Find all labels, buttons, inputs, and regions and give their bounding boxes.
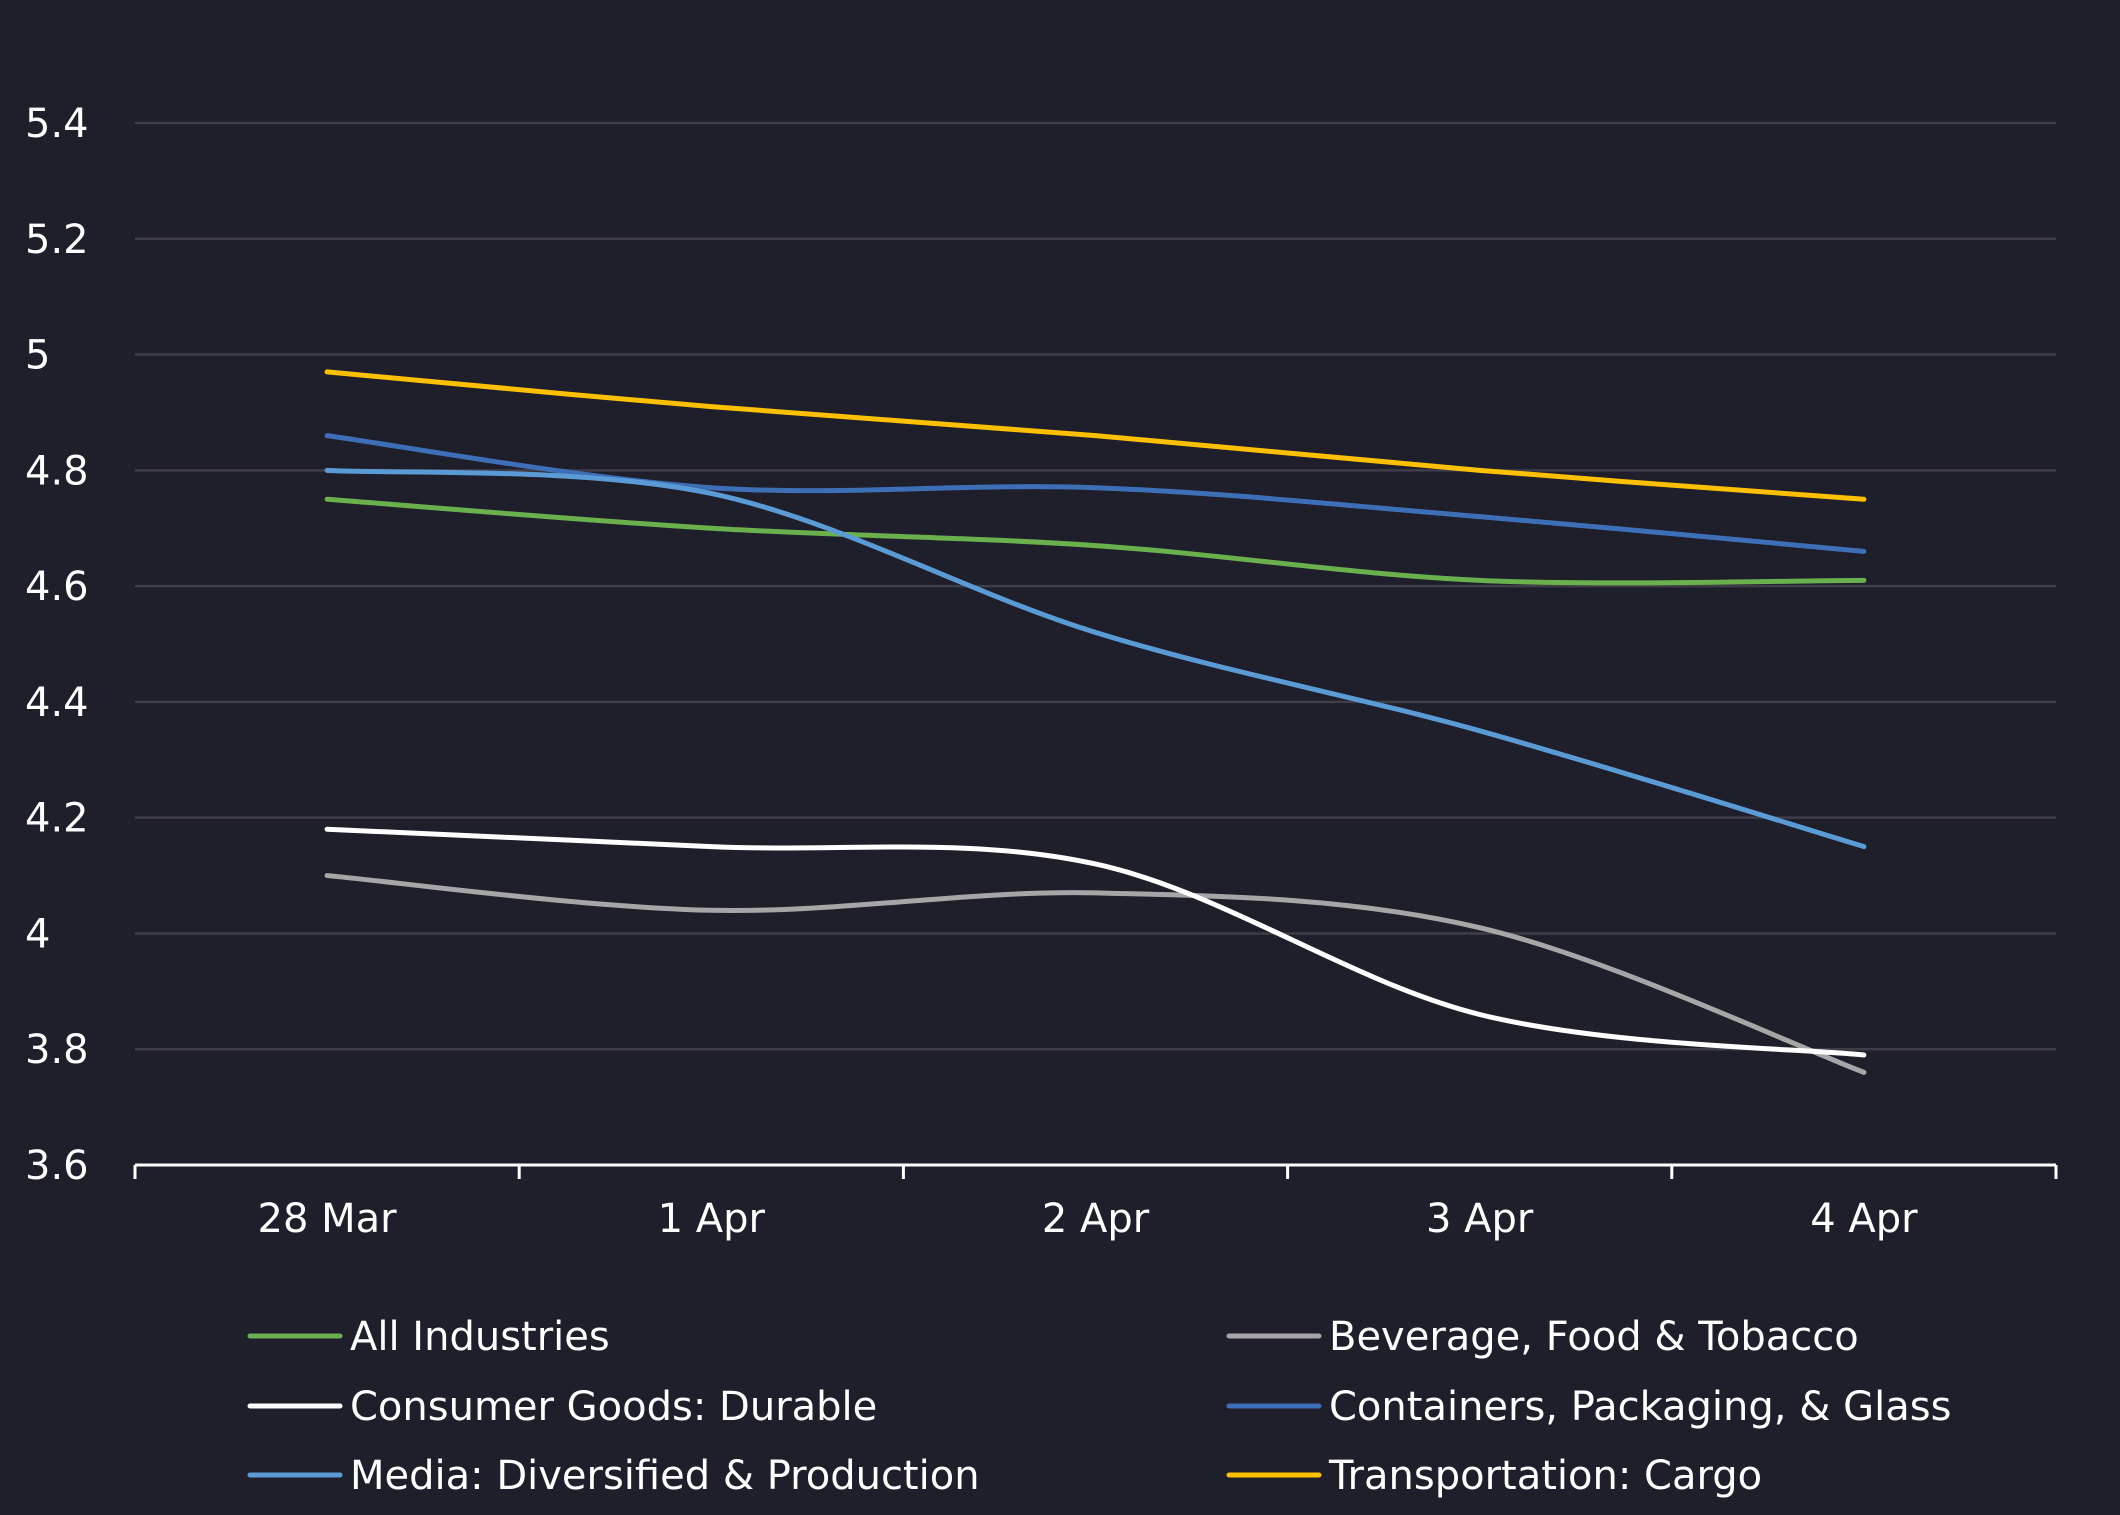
y-tick-label: 3.6 — [25, 1143, 89, 1189]
legend-label: Transportation: Cargo — [1328, 1453, 1762, 1499]
y-tick-label: 3.8 — [25, 1027, 89, 1073]
legend-label: Consumer Goods: Durable — [350, 1384, 877, 1430]
x-axis-tick-labels: 28 Mar 1 Apr 2 Apr 3 Apr 4 Apr — [258, 1196, 1919, 1242]
legend-item-containers-packaging-glass[interactable]: Containers, Packaging, & Glass — [1226, 1384, 1951, 1430]
y-tick-label: 5.4 — [25, 101, 89, 147]
series-lines — [324, 369, 1867, 1075]
x-tick-label: 28 Mar — [258, 1196, 398, 1242]
series-line-transportation-cargo — [324, 369, 1867, 502]
series-line-consumer-goods-durable — [324, 826, 1867, 1058]
x-tick-label: 4 Apr — [1810, 1196, 1918, 1242]
legend-item-beverage-food-tobacco[interactable]: Beverage, Food & Tobacco — [1226, 1314, 1859, 1360]
legend-label: Containers, Packaging, & Glass — [1329, 1384, 1951, 1430]
y-tick-label: 4.2 — [25, 796, 89, 842]
y-tick-label: 5 — [25, 333, 50, 379]
y-tick-label: 4.4 — [25, 680, 89, 726]
x-tick-label: 1 Apr — [658, 1196, 766, 1242]
legend-item-transportation-cargo[interactable]: Transportation: Cargo — [1226, 1453, 1762, 1499]
gridlines — [135, 121, 2056, 1051]
legend-item-all-industries[interactable]: All Industries — [247, 1314, 610, 1360]
series-line-media-diversified-production — [324, 467, 1867, 850]
legend-item-consumer-goods-durable[interactable]: Consumer Goods: Durable — [247, 1384, 877, 1430]
legend[interactable]: All Industries Beverage, Food & Tobacco Co… — [247, 1314, 1951, 1499]
legend-label: Media: Diversified & Production — [350, 1453, 980, 1499]
legend-item-media-diversified-production[interactable]: Media: Diversified & Production — [247, 1453, 980, 1499]
series-line-containers-packaging-glass — [324, 433, 1867, 554]
x-tick-label: 2 Apr — [1042, 1196, 1150, 1242]
series-line-all-industries — [324, 496, 1867, 586]
y-tick-label: 4 — [25, 911, 50, 957]
y-tick-label: 5.2 — [25, 217, 89, 263]
x-axis — [133, 1163, 2058, 1179]
y-tick-label: 4.8 — [25, 448, 89, 494]
y-tick-label: 4.6 — [25, 564, 89, 610]
y-axis-tick-labels: 3.6 3.8 4 4.2 4.4 4.6 4.8 5 5.2 5.4 — [25, 101, 89, 1189]
legend-label: All Industries — [350, 1314, 610, 1360]
legend-label: Beverage, Food & Tobacco — [1329, 1314, 1859, 1360]
x-tick-label: 3 Apr — [1426, 1196, 1534, 1242]
series-line-beverage-food-tobacco — [324, 873, 1867, 1075]
